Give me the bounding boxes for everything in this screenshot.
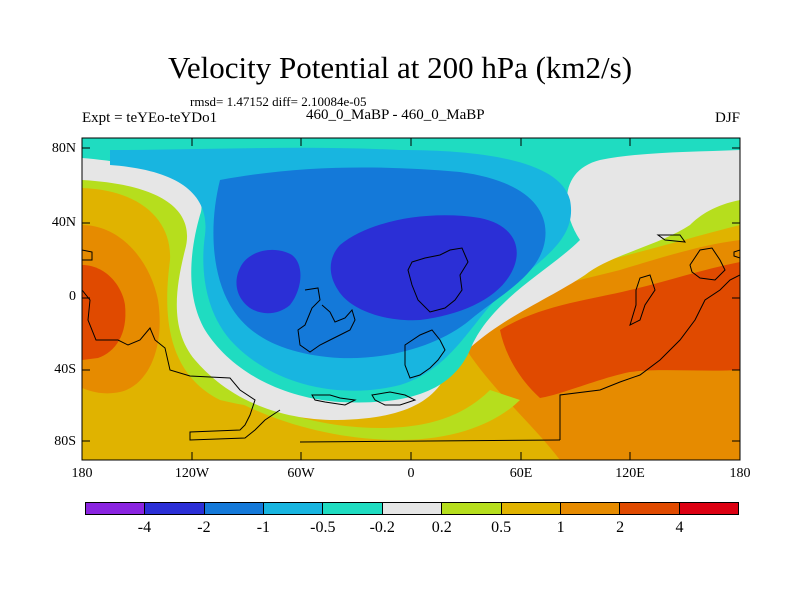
lat-label: 80S [54, 434, 76, 449]
colorbar-label: -0.5 [310, 519, 336, 536]
colorbar-box [442, 503, 502, 514]
colorbar-box [382, 503, 443, 514]
colorbar-label: 0.5 [491, 519, 512, 536]
lon-label: 180 [729, 466, 751, 481]
field-east-4 [500, 262, 740, 398]
stats-line: rmsd= 1.47152 diff= 2.10084e-05 [190, 94, 367, 109]
lat-label: 0 [69, 289, 76, 304]
colorbar-box [679, 503, 738, 514]
field-west-4 [82, 265, 126, 360]
colorbar-label: -0.2 [369, 519, 395, 536]
colorbar-label: -1 [256, 519, 271, 536]
colorbar-box [204, 503, 265, 514]
colorbar-box [501, 503, 561, 514]
season-label: DJF [714, 110, 740, 126]
field-near-zero-ne [620, 150, 740, 203]
colorbar-label: 2 [616, 519, 625, 536]
coastlines [82, 234, 740, 443]
lon-label: 180 [71, 466, 93, 481]
lon-label: 60W [287, 466, 315, 481]
lat-label: 40S [54, 362, 76, 377]
colorbar-box [620, 503, 680, 514]
colorbar-box [86, 503, 146, 514]
lat-label: 40N [51, 215, 76, 230]
colorbar-label: 0.2 [431, 519, 452, 536]
lon-label: 120W [174, 466, 210, 481]
colorbar-label: 4 [675, 519, 684, 536]
field-neg-2-west [236, 249, 301, 314]
lon-label: 0 [407, 466, 415, 481]
colorbar-label: -4 [137, 519, 152, 536]
colorbar-label: 1 [556, 519, 565, 536]
colorbar-box [145, 503, 205, 514]
colorbar-box [323, 503, 383, 514]
case-label: 460_0_MaBP - 460_0_MaBP [306, 107, 485, 123]
lat-label: 80N [51, 141, 76, 156]
field-0.5-1-south [200, 380, 520, 440]
lon-label: 60E [509, 466, 533, 481]
colorbar [85, 502, 739, 515]
experiment-label: Expt = teYEo-teYDo1 [82, 110, 218, 126]
colorbar-label: -2 [197, 519, 211, 536]
lon-label: 120E [615, 466, 645, 481]
axis-ticks [82, 138, 740, 460]
field-neg-2-east [330, 215, 517, 321]
colorbar-box [560, 503, 621, 514]
chart-title: Velocity Potential at 200 hPa (km2/s) [167, 50, 633, 85]
colorbar-box [264, 503, 324, 514]
